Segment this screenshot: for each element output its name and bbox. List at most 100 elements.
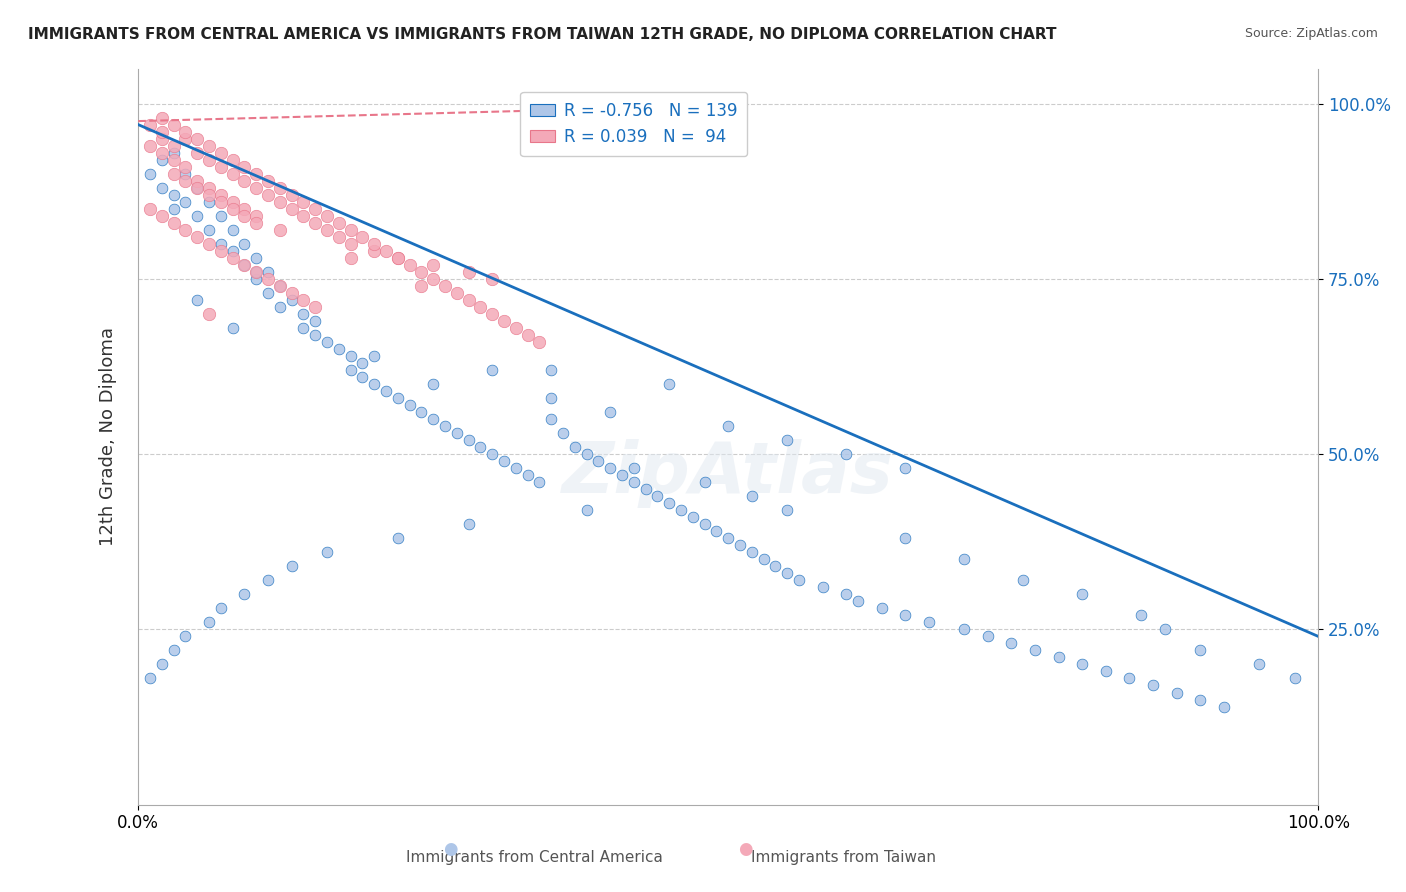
Point xyxy=(422,377,444,392)
Point xyxy=(316,334,339,349)
Point xyxy=(434,278,457,293)
Point xyxy=(953,552,976,566)
Point xyxy=(316,223,339,237)
Point xyxy=(257,174,280,188)
Point xyxy=(221,167,243,181)
Point xyxy=(245,265,267,279)
Point xyxy=(599,461,621,475)
Point xyxy=(1095,665,1118,679)
Point xyxy=(162,216,184,230)
Point xyxy=(328,229,350,244)
Point xyxy=(658,496,681,510)
Point xyxy=(150,657,173,672)
Point xyxy=(150,145,173,160)
Point xyxy=(280,285,302,300)
Point xyxy=(186,180,208,194)
Point xyxy=(623,461,645,475)
Point xyxy=(269,278,291,293)
Point xyxy=(198,180,221,194)
Point xyxy=(1000,636,1022,650)
Point xyxy=(269,180,291,194)
Point xyxy=(387,251,409,265)
Point xyxy=(174,167,197,181)
Point xyxy=(599,405,621,419)
Point xyxy=(209,244,232,258)
Point xyxy=(1012,574,1035,588)
Point xyxy=(422,412,444,426)
Point xyxy=(139,202,162,216)
Point xyxy=(1153,623,1175,637)
Point xyxy=(610,468,633,483)
Legend: R = -0.756   N = 139, R = 0.039   N =  94: R = -0.756 N = 139, R = 0.039 N = 94 xyxy=(520,92,747,156)
Point xyxy=(245,251,267,265)
Text: Source: ZipAtlas.com: Source: ZipAtlas.com xyxy=(1244,27,1378,40)
Text: ●: ● xyxy=(443,840,457,858)
Point xyxy=(198,138,221,153)
Point xyxy=(575,447,598,461)
Point xyxy=(221,202,243,216)
Point xyxy=(221,194,243,209)
Point xyxy=(551,426,574,441)
Point xyxy=(209,160,232,174)
Point xyxy=(186,229,208,244)
Point xyxy=(292,293,315,307)
Point xyxy=(304,327,326,342)
Point xyxy=(481,363,503,377)
Point xyxy=(564,440,586,454)
Point xyxy=(198,187,221,202)
Point xyxy=(870,601,893,615)
Point xyxy=(186,174,208,188)
Point xyxy=(209,194,232,209)
Point xyxy=(280,559,302,574)
Point xyxy=(280,293,302,307)
Point xyxy=(505,461,527,475)
Point xyxy=(221,244,243,258)
Point xyxy=(139,138,162,153)
Point xyxy=(221,321,243,335)
Point xyxy=(422,258,444,272)
Point xyxy=(150,180,173,194)
Point xyxy=(221,223,243,237)
Point xyxy=(269,278,291,293)
Point xyxy=(1071,587,1094,601)
Point xyxy=(1142,678,1164,692)
Point xyxy=(776,503,799,517)
Point xyxy=(257,272,280,286)
Point xyxy=(174,223,197,237)
Point xyxy=(765,559,787,574)
Point xyxy=(387,251,409,265)
Point xyxy=(1024,643,1046,657)
Text: Immigrants from Taiwan: Immigrants from Taiwan xyxy=(751,850,936,865)
Point xyxy=(634,482,657,496)
Point xyxy=(846,594,869,608)
Point xyxy=(162,202,184,216)
Point xyxy=(1212,699,1234,714)
Point xyxy=(658,377,681,392)
Point xyxy=(150,111,173,125)
Point xyxy=(457,517,479,532)
Point xyxy=(776,433,799,447)
Point xyxy=(363,236,385,251)
Point xyxy=(292,321,315,335)
Point xyxy=(292,209,315,223)
Point xyxy=(363,349,385,363)
Point xyxy=(245,265,267,279)
Point xyxy=(209,145,232,160)
Point xyxy=(481,272,503,286)
Point xyxy=(233,202,256,216)
Point xyxy=(198,194,221,209)
Point xyxy=(1284,672,1306,686)
Point xyxy=(363,244,385,258)
Point xyxy=(540,412,562,426)
Point xyxy=(647,489,669,503)
Point xyxy=(894,608,917,623)
Point xyxy=(363,377,385,392)
Point xyxy=(728,538,751,552)
Point xyxy=(162,187,184,202)
Point xyxy=(398,398,420,412)
Point xyxy=(150,131,173,145)
Point xyxy=(953,623,976,637)
Point xyxy=(1189,643,1212,657)
Point xyxy=(257,187,280,202)
Point xyxy=(316,545,339,559)
